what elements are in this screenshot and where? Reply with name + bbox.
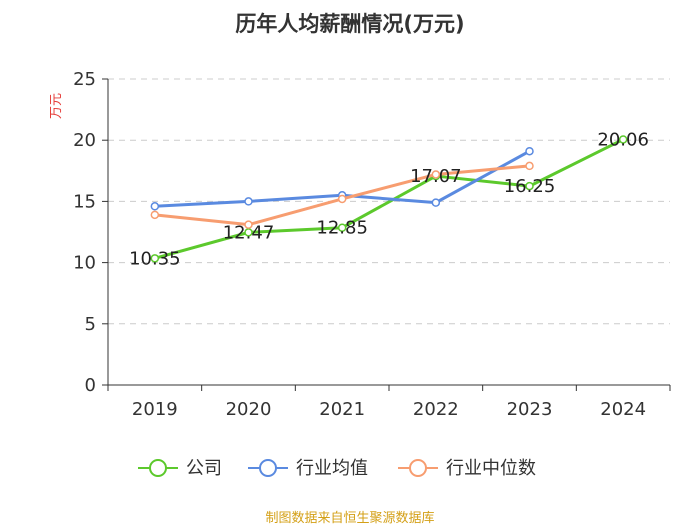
data-point	[337, 194, 347, 204]
x-tick-label: 2021	[319, 399, 365, 420]
legend-label: 公司	[186, 458, 222, 479]
data-point	[431, 198, 441, 207]
data-label: 12.85	[316, 218, 368, 239]
data-labels: 10.35 12.47 12.85 17.07 16.25 20.06	[129, 129, 649, 269]
x-tick-label: 2019	[132, 399, 178, 420]
data-point	[150, 202, 160, 211]
data-point	[244, 220, 253, 229]
data-point	[525, 161, 534, 171]
y-tick-label: 15	[73, 191, 96, 212]
chart-title: 历年人均薪酬情况(万元)	[235, 12, 465, 36]
data-point	[337, 223, 347, 232]
data-label: 17.07	[410, 166, 462, 187]
legend-label: 行业均值	[296, 458, 368, 479]
series-lines	[150, 135, 628, 263]
data-point	[525, 181, 534, 191]
y-tick-label: 25	[73, 69, 96, 90]
legend-label: 行业中位数	[446, 458, 536, 479]
data-label: 16.25	[504, 176, 556, 197]
data-label: 20.06	[597, 129, 649, 150]
legend: 公司 行业均值 行业中位数	[138, 458, 536, 479]
x-tick-label: 2020	[226, 399, 272, 420]
y-tick-label: 0	[85, 375, 96, 396]
data-point	[150, 210, 160, 220]
data-label: 10.35	[129, 248, 181, 269]
y-tick-label: 20	[73, 130, 96, 151]
gridlines	[108, 78, 670, 325]
data-point	[618, 135, 628, 144]
x-tick-label: 2022	[413, 399, 459, 420]
legend-marker	[409, 459, 427, 477]
series-line	[154, 138, 624, 260]
data-point	[431, 170, 441, 179]
data-point	[150, 254, 160, 263]
y-axis-label: 万元	[49, 93, 64, 119]
legend-marker	[259, 459, 277, 477]
data-label: 12.47	[223, 222, 275, 243]
x-tick-label: 2024	[600, 399, 646, 420]
y-tick-label: 10	[73, 253, 96, 274]
data-point	[244, 197, 253, 206]
legend-marker	[149, 459, 167, 477]
source-note: 制图数据来自恒生聚源数据库	[265, 511, 435, 526]
y-tick-label: 5	[85, 314, 96, 335]
axes: 0 5 10 15 20 25 2019 2020 2021 2022 2023 2024	[73, 69, 671, 420]
x-tick-label: 2023	[507, 399, 553, 420]
data-point	[525, 146, 534, 156]
